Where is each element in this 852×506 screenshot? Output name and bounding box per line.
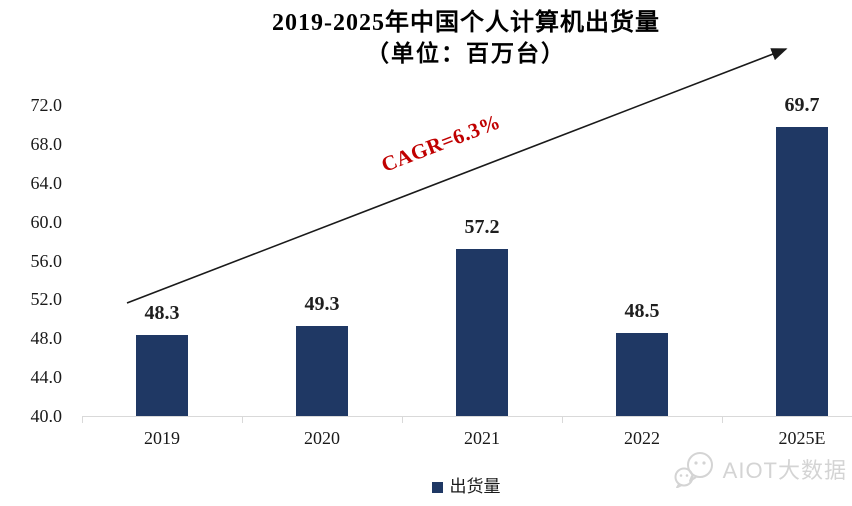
x-axis-tick [242, 416, 243, 423]
x-category-label: 2025E [778, 428, 826, 448]
bar-2025E [776, 127, 828, 416]
bar-2021 [456, 248, 508, 416]
x-category-label: 2020 [304, 428, 340, 448]
bar-value-label: 49.3 [304, 292, 340, 315]
watermark-text: AIOT大数据 [722, 458, 847, 483]
y-tick-label: 56.0 [30, 250, 63, 271]
y-tick-label: 48.0 [30, 328, 63, 349]
x-axis-line [82, 416, 852, 417]
y-tick-label: 72.0 [30, 95, 63, 115]
bar-2019 [136, 335, 188, 416]
legend-label: 出货量 [449, 477, 501, 496]
bar-2020 [296, 325, 348, 416]
chart-title: 2019-2025年中国个人计算机出货量 [272, 10, 660, 36]
bar-value-label: 57.2 [464, 215, 500, 238]
x-category-label: 2021 [464, 428, 500, 448]
bar-value-label: 48.3 [144, 302, 180, 325]
wechat-icon [674, 452, 713, 488]
legend: 出货量 [80, 476, 852, 498]
legend-swatch [431, 481, 443, 493]
x-axis-tick [562, 416, 563, 423]
x-category-label: 2019 [144, 428, 180, 448]
y-tick-label: 68.0 [30, 133, 63, 154]
y-tick-label: 44.0 [30, 367, 63, 388]
y-tick-label: 60.0 [30, 211, 63, 232]
x-axis-tick [82, 416, 83, 423]
bar-value-label: 48.5 [624, 300, 660, 323]
bar-value-label: 69.7 [784, 94, 820, 117]
y-tick-label: 52.0 [30, 289, 63, 310]
x-axis-tick [402, 416, 403, 423]
y-tick-label: 40.0 [30, 406, 63, 426]
x-axis-tick [722, 416, 723, 423]
watermark: AIOT大数据 [674, 450, 847, 488]
x-category-label: 2022 [624, 428, 660, 448]
chart-subtitle: （单位：百万台） [366, 41, 566, 66]
bar-2022 [616, 333, 668, 416]
y-tick-label: 64.0 [30, 172, 63, 193]
